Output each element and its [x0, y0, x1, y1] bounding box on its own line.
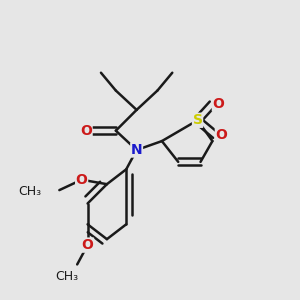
Text: O: O	[212, 97, 224, 111]
Text: O: O	[82, 238, 94, 252]
Text: S: S	[193, 113, 202, 127]
Text: O: O	[80, 124, 92, 138]
Text: N: N	[131, 143, 142, 157]
Text: CH₃: CH₃	[18, 185, 41, 198]
Text: CH₃: CH₃	[55, 270, 78, 284]
Text: O: O	[215, 128, 227, 142]
Text: O: O	[76, 173, 88, 187]
